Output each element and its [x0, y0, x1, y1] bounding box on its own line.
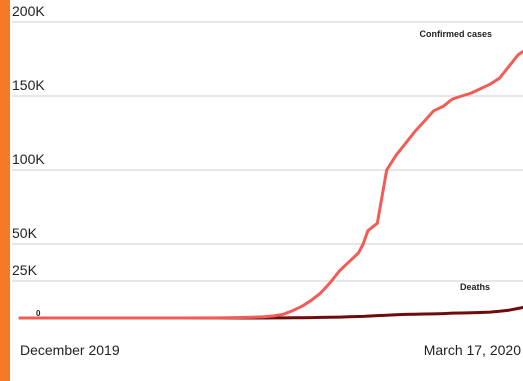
y-tick-labels: 200K 150K 100K 50K 25K 0 [12, 3, 45, 318]
series-line-confirmed-cases [18, 50, 523, 320]
y-tick-label: 150K [12, 77, 45, 93]
y-tick-label: 25K [12, 262, 38, 278]
gridlines [12, 21, 523, 282]
y-tick-label: 100K [12, 151, 45, 167]
x-axis-start-label: December 2019 [20, 342, 120, 358]
series-lines [18, 50, 523, 320]
series-label-confirmed-cases: Confirmed cases [419, 29, 492, 39]
y-tick-label: 0 [36, 309, 41, 318]
accent-bar [0, 0, 10, 381]
y-tick-label: 50K [12, 225, 38, 241]
series-label-deaths: Deaths [460, 282, 490, 292]
y-tick-label: 200K [12, 3, 45, 19]
x-axis-end-label: March 17, 2020 [424, 342, 521, 358]
series-labels: Confirmed cases Deaths [419, 29, 492, 292]
